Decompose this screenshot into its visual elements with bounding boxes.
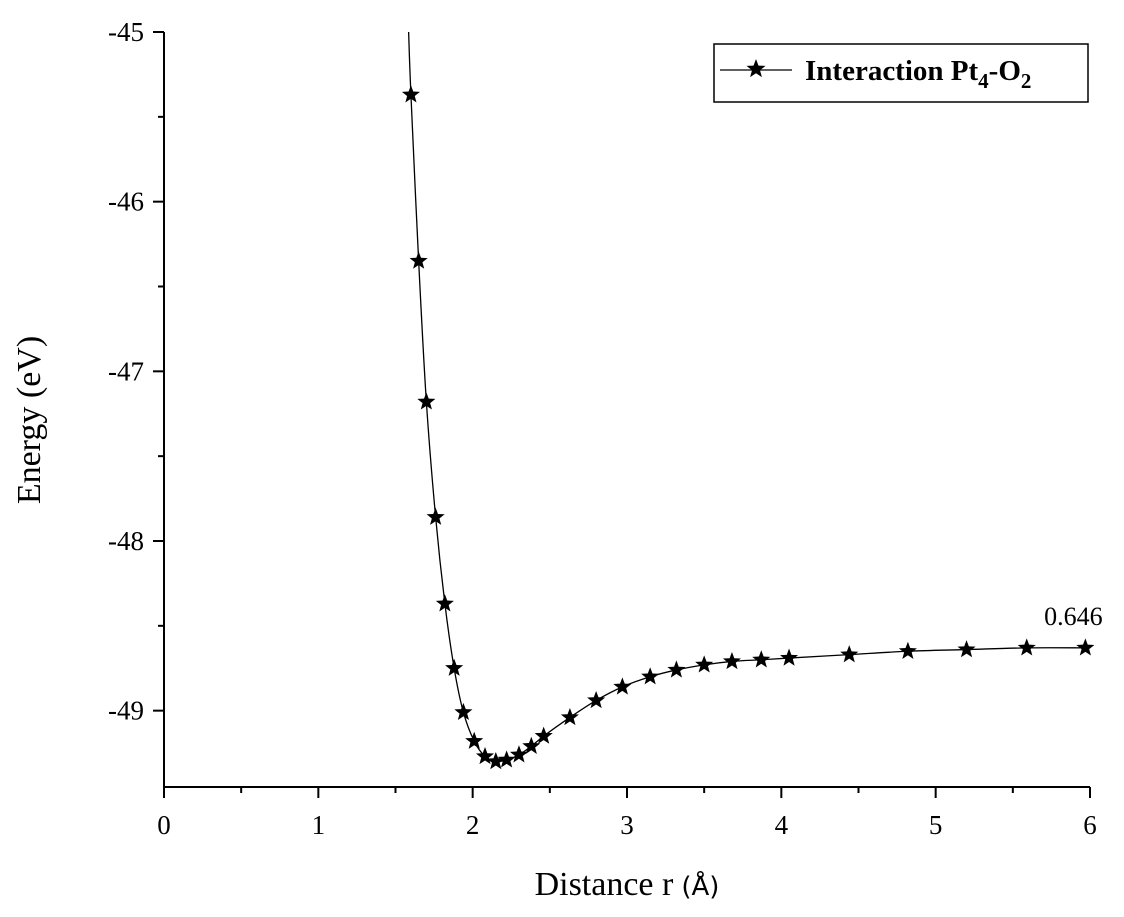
data-point-star <box>497 750 516 768</box>
data-point-star <box>560 707 579 726</box>
curve-layer <box>407 31 1086 763</box>
x-tick-label: 2 <box>466 810 480 840</box>
x-axis-title: Distance r (Å) <box>535 866 720 903</box>
x-axis-title-text: Distance r <box>535 866 674 903</box>
x-tick-label: 0 <box>157 810 171 840</box>
y-axis-title: Energy (eV) <box>11 336 48 504</box>
data-point-star <box>401 85 420 103</box>
data-point-star <box>522 736 541 754</box>
data-point-star <box>486 752 505 770</box>
data-point-star <box>667 660 686 678</box>
data-point-star <box>1017 638 1036 656</box>
x-tick-label: 5 <box>929 810 943 840</box>
data-point-star <box>641 667 660 685</box>
data-point-star <box>435 594 454 612</box>
ticks: 0 1 2 3 4 5 6 -49 -48 -47 -46 -45 <box>108 17 1097 840</box>
markers-layer <box>401 85 1095 770</box>
data-point-star <box>1076 638 1095 656</box>
data-point-star <box>840 645 859 663</box>
x-tick-label: 4 <box>775 810 789 840</box>
legend-box <box>713 43 1089 103</box>
data-point-star <box>465 731 484 749</box>
data-point-star <box>957 640 976 658</box>
data-point-star <box>426 507 445 525</box>
y-tick-label: -48 <box>108 526 144 556</box>
x-tick-label: 1 <box>312 810 326 840</box>
data-point-star <box>475 746 495 765</box>
data-point-star <box>780 648 799 666</box>
legend-star-marker <box>746 59 766 78</box>
y-tick-label: -45 <box>108 17 144 47</box>
data-point-star <box>587 690 606 709</box>
data-point-star <box>409 251 428 269</box>
legend-label-sub2: 2 <box>1021 69 1032 93</box>
legend-label-prefix: Interaction Pt <box>805 55 978 87</box>
data-point-star <box>534 726 553 744</box>
data-point-star <box>898 641 917 659</box>
data-point-star <box>454 702 473 721</box>
data-point-star <box>752 650 771 668</box>
y-tick-label: -47 <box>108 356 144 386</box>
data-point-star <box>613 677 632 695</box>
y-tick-label: -46 <box>108 187 144 217</box>
x-axis-title-unit: (Å) <box>681 870 719 902</box>
y-tick-label: -49 <box>108 696 144 726</box>
x-tick-label: 6 <box>1083 810 1097 840</box>
data-point-star <box>417 392 436 410</box>
data-point-star <box>722 651 741 670</box>
data-point-star <box>695 655 714 673</box>
legend-label: Interaction Pt4-O2 <box>805 55 1031 93</box>
legend-label-sub1: 4 <box>978 69 989 93</box>
data-point-star <box>445 658 464 676</box>
x-tick-label: 3 <box>620 810 634 840</box>
annotation-label: 0.646 <box>1044 602 1103 631</box>
series-line <box>407 31 1086 763</box>
data-point-star <box>509 745 528 763</box>
legend: Interaction Pt4-O2 <box>713 43 1089 103</box>
axes <box>163 32 1090 788</box>
legend-label-mid: -O <box>989 55 1021 87</box>
